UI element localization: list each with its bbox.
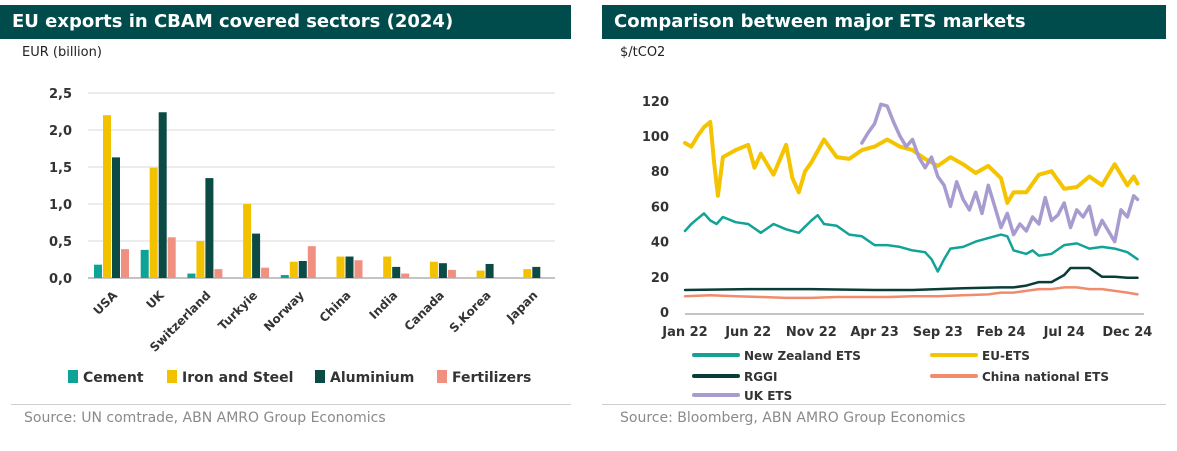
bar-iron-and-steel: [196, 241, 205, 278]
bar-aluminium: [485, 263, 494, 278]
x-tick-label: USA: [91, 288, 121, 318]
bar-iron-and-steel: [103, 115, 111, 278]
bar-fertilizers: [401, 273, 410, 278]
x-tick-label: Jul 24: [1043, 325, 1085, 340]
bar-aluminium: [252, 233, 261, 278]
right-panel: Comparison between major ETS markets $/t…: [602, 0, 1177, 451]
y-tick-label: 80: [651, 165, 669, 180]
bar-aluminium: [298, 260, 307, 278]
y-tick-label: 2,5: [49, 87, 72, 102]
bar-aluminium: [345, 256, 354, 278]
bar-iron-and-steel: [429, 261, 438, 278]
legend-label: Iron and Steel: [182, 370, 293, 386]
bar-iron-and-steel: [476, 270, 485, 278]
legend-label: RGGI: [744, 370, 777, 384]
bar-iron-and-steel: [149, 167, 158, 278]
series-line-new-zealand-ets: [683, 212, 1139, 273]
x-tick-label: Japan: [503, 288, 540, 325]
series-line-eu-ets: [683, 119, 1140, 205]
x-tick-label: Turkyie: [215, 288, 260, 333]
series-line-rggi: [683, 266, 1139, 292]
y-tick-label: 100: [642, 130, 669, 145]
legend-label: Fertilizers: [452, 370, 531, 386]
bar-cement: [280, 275, 289, 278]
bar-cement: [94, 264, 102, 278]
bar-aluminium: [532, 266, 541, 278]
x-tick-label: UK: [143, 288, 167, 312]
bar-cement: [187, 273, 196, 278]
bar-aluminium: [205, 178, 214, 278]
bar-fertilizers: [261, 267, 270, 278]
x-tick-label: Norway: [261, 288, 307, 334]
legend-label: Cement: [83, 370, 144, 386]
left-source: Source: UN comtrade, ABN AMRO Group Econ…: [24, 410, 386, 426]
bar-iron-and-steel: [383, 256, 392, 278]
legend-swatch: [315, 370, 325, 383]
bar-aluminium: [438, 263, 447, 278]
x-tick-label: Canada: [402, 288, 447, 333]
y-tick-label: 1,5: [49, 161, 72, 176]
y-tick-label: 0: [660, 306, 669, 321]
bar-iron-and-steel: [523, 269, 532, 278]
bar-fertilizers: [121, 249, 129, 278]
bar-fertilizers: [214, 269, 223, 278]
y-tick-label: 20: [651, 271, 669, 286]
y-tick-label: 1,0: [49, 198, 72, 213]
y-tick-label: 60: [651, 200, 669, 215]
bar-cement: [140, 249, 149, 278]
x-tick-label: India: [367, 288, 401, 322]
legend-label: China national ETS: [982, 370, 1109, 384]
legend-swatch: [437, 370, 447, 383]
series-line-uk-ets: [860, 102, 1140, 244]
left-panel: EU exports in CBAM covered sectors (2024…: [0, 0, 575, 451]
x-tick-label: China: [317, 288, 354, 325]
x-tick-label: S.Korea: [447, 288, 494, 335]
bar-aluminium: [392, 266, 401, 278]
right-source-divider: [602, 404, 1166, 405]
bar-aluminium: [158, 112, 167, 279]
x-tick-label: Jun 22: [724, 325, 771, 340]
right-chart-title: Comparison between major ETS markets: [602, 5, 1166, 39]
bar-fertilizers: [447, 269, 456, 278]
bar-fertilizers: [307, 246, 316, 278]
right-source: Source: Bloomberg, ABN AMRO Group Econom…: [620, 410, 966, 426]
right-unit-label: $/tCO2: [620, 45, 666, 60]
y-tick-label: 120: [642, 95, 669, 110]
bar-iron-and-steel: [243, 204, 252, 278]
x-tick-label: Dec 24: [1102, 325, 1152, 340]
y-tick-label: 0,0: [49, 272, 72, 287]
x-tick-label: Apr 23: [850, 325, 898, 340]
left-chart-title: EU exports in CBAM covered sectors (2024…: [0, 5, 571, 39]
bar-iron-and-steel: [336, 256, 345, 278]
y-tick-label: 2,0: [49, 124, 72, 139]
x-tick-label: Sep 23: [913, 325, 963, 340]
x-tick-label: Jan 22: [661, 325, 707, 340]
legend-label: New Zealand ETS: [744, 349, 861, 363]
left-source-divider: [11, 404, 571, 405]
bar-fertilizers: [167, 237, 176, 278]
bar-iron-and-steel: [289, 261, 298, 278]
legend-label: EU-ETS: [982, 349, 1030, 363]
series-line-china-national-ets: [683, 286, 1139, 300]
legend-label: Aluminium: [330, 370, 414, 386]
legend-label: UK ETS: [744, 389, 792, 403]
x-tick-label: Nov 22: [786, 325, 837, 340]
legend-swatch: [68, 370, 78, 383]
bar-aluminium: [112, 157, 120, 278]
legend-swatch: [167, 370, 177, 383]
x-tick-label: Feb 24: [976, 325, 1025, 340]
y-tick-label: 0,5: [49, 235, 72, 250]
left-unit-label: EUR (billion): [22, 45, 102, 60]
line-chart: 0 20 40 60 80 100 120 Jan 22 Jun 22 Nov 22 Apr 23 S…: [642, 95, 1152, 403]
y-tick-label: 40: [651, 236, 669, 251]
bar-fertilizers: [354, 260, 363, 278]
